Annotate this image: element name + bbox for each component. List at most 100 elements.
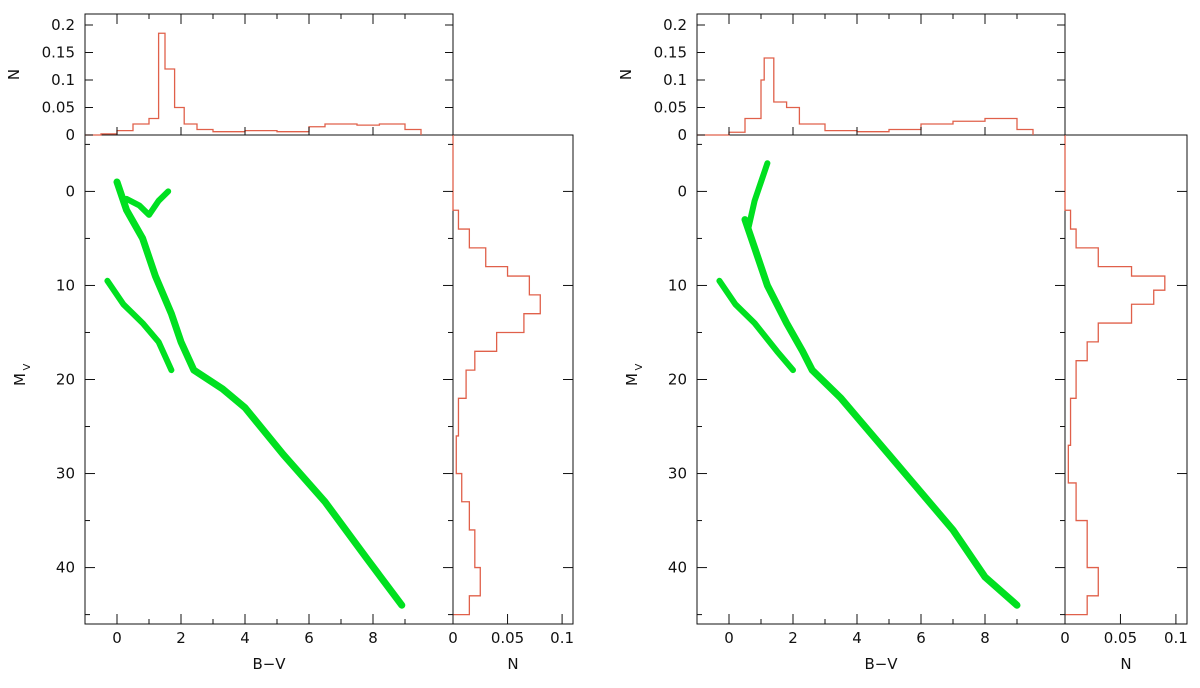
y-axis-label-group: MV <box>623 364 645 386</box>
sequence-0 <box>741 216 1021 609</box>
data-point <box>124 196 129 202</box>
data-point <box>765 283 770 288</box>
n-tick-label: 0.05 <box>42 99 75 117</box>
data-point <box>178 339 184 345</box>
data-point <box>242 405 248 410</box>
right-hist-x-label: N <box>1120 655 1131 673</box>
data-point <box>800 349 805 354</box>
right-histogram <box>452 135 541 616</box>
data-point <box>838 396 844 401</box>
top-histogram-frame <box>696 13 1066 136</box>
data-point <box>790 367 796 373</box>
n-tick-label: 0.2 <box>663 16 687 34</box>
data-point <box>169 367 174 373</box>
x-tick-label: 6 <box>304 629 314 647</box>
data-point <box>982 574 988 580</box>
y-axis-label-group: MV <box>11 364 33 386</box>
data-point <box>758 179 764 185</box>
y-tick-label: 20 <box>56 371 75 389</box>
top-hist-y-label: N <box>5 69 23 80</box>
data-point <box>140 320 145 326</box>
top-hist-y-label: N <box>617 69 635 80</box>
y-axis-label-sub: V <box>634 364 645 371</box>
y-tick-label: 0 <box>65 182 75 200</box>
n-x-tick-label: 0.05 <box>491 629 524 647</box>
data-point <box>169 311 174 316</box>
data-point <box>156 198 161 204</box>
n-x-tick-label: 0 <box>1060 629 1070 647</box>
n-tick-label: 0.2 <box>51 16 75 34</box>
data-point <box>322 499 328 504</box>
data-point <box>166 189 171 194</box>
x-tick-label: 6 <box>916 629 926 647</box>
x-axis-label: B−V <box>864 655 898 673</box>
data-point <box>1014 602 1020 608</box>
right-histogram <box>1064 135 1166 616</box>
data-point <box>121 302 126 307</box>
n-x-tick-label: 0 <box>448 629 458 647</box>
n-tick-label: 0.1 <box>51 71 75 89</box>
data-point <box>364 555 369 561</box>
data-point <box>281 452 286 457</box>
data-point <box>124 208 129 213</box>
sequence-0 <box>113 178 406 609</box>
data-point <box>156 339 161 345</box>
x-tick-label: 4 <box>240 629 250 647</box>
y-tick-label: 10 <box>56 276 75 294</box>
data-point <box>220 386 225 392</box>
x-tick-label: 2 <box>176 629 186 647</box>
data-point <box>733 302 738 307</box>
n-tick-label: 0.1 <box>663 71 687 89</box>
n-x-tick-label: 0.1 <box>1164 629 1188 647</box>
n-x-tick-label: 0.05 <box>1104 629 1137 647</box>
n-tick-label: 0.15 <box>42 44 75 62</box>
data-point <box>810 367 815 373</box>
x-tick-label: 8 <box>980 629 990 647</box>
sequence-2 <box>123 188 172 218</box>
x-tick-label: 4 <box>852 629 862 647</box>
data-point <box>137 203 142 208</box>
data-point <box>784 320 789 326</box>
top-histogram <box>85 32 422 136</box>
x-tick-label: 0 <box>724 629 734 647</box>
data-point <box>153 273 158 279</box>
data-point <box>114 179 120 185</box>
top-histogram-frame <box>84 13 454 136</box>
sequence-1 <box>716 277 796 374</box>
data-point <box>146 212 152 218</box>
data-point <box>854 414 860 420</box>
n-tick-label: 0 <box>677 126 687 144</box>
y-axis-label-sub: V <box>22 364 33 371</box>
top-histogram <box>697 57 1034 136</box>
data-point <box>752 198 757 204</box>
y-tick-label: 0 <box>677 182 687 200</box>
n-tick-label: 0 <box>65 126 75 144</box>
y-tick-label: 40 <box>56 559 75 577</box>
right-histogram-frame <box>452 134 574 625</box>
data-point <box>717 278 722 283</box>
x-tick-label: 2 <box>788 629 798 647</box>
data-point <box>191 367 196 373</box>
y-tick-label: 10 <box>668 276 687 294</box>
n-x-tick-label: 0.1 <box>550 629 574 647</box>
n-tick-label: 0.15 <box>654 44 687 62</box>
right-hist-x-label: N <box>507 655 518 673</box>
right-histogram-frame <box>1064 134 1188 625</box>
y-tick-label: 40 <box>668 559 687 577</box>
sequence-2 <box>745 160 771 232</box>
data-point <box>140 236 145 241</box>
data-point <box>765 161 770 166</box>
n-tick-label: 0.05 <box>654 99 687 117</box>
data-point <box>105 278 110 283</box>
data-point <box>746 226 751 232</box>
x-tick-label: 8 <box>368 629 378 647</box>
y-axis-label: M <box>623 373 641 386</box>
y-tick-label: 20 <box>668 371 687 389</box>
x-axis-label: B−V <box>252 655 286 673</box>
y-tick-label: 30 <box>56 465 75 483</box>
data-point <box>774 349 780 354</box>
data-point <box>752 245 757 251</box>
data-point <box>752 320 757 326</box>
